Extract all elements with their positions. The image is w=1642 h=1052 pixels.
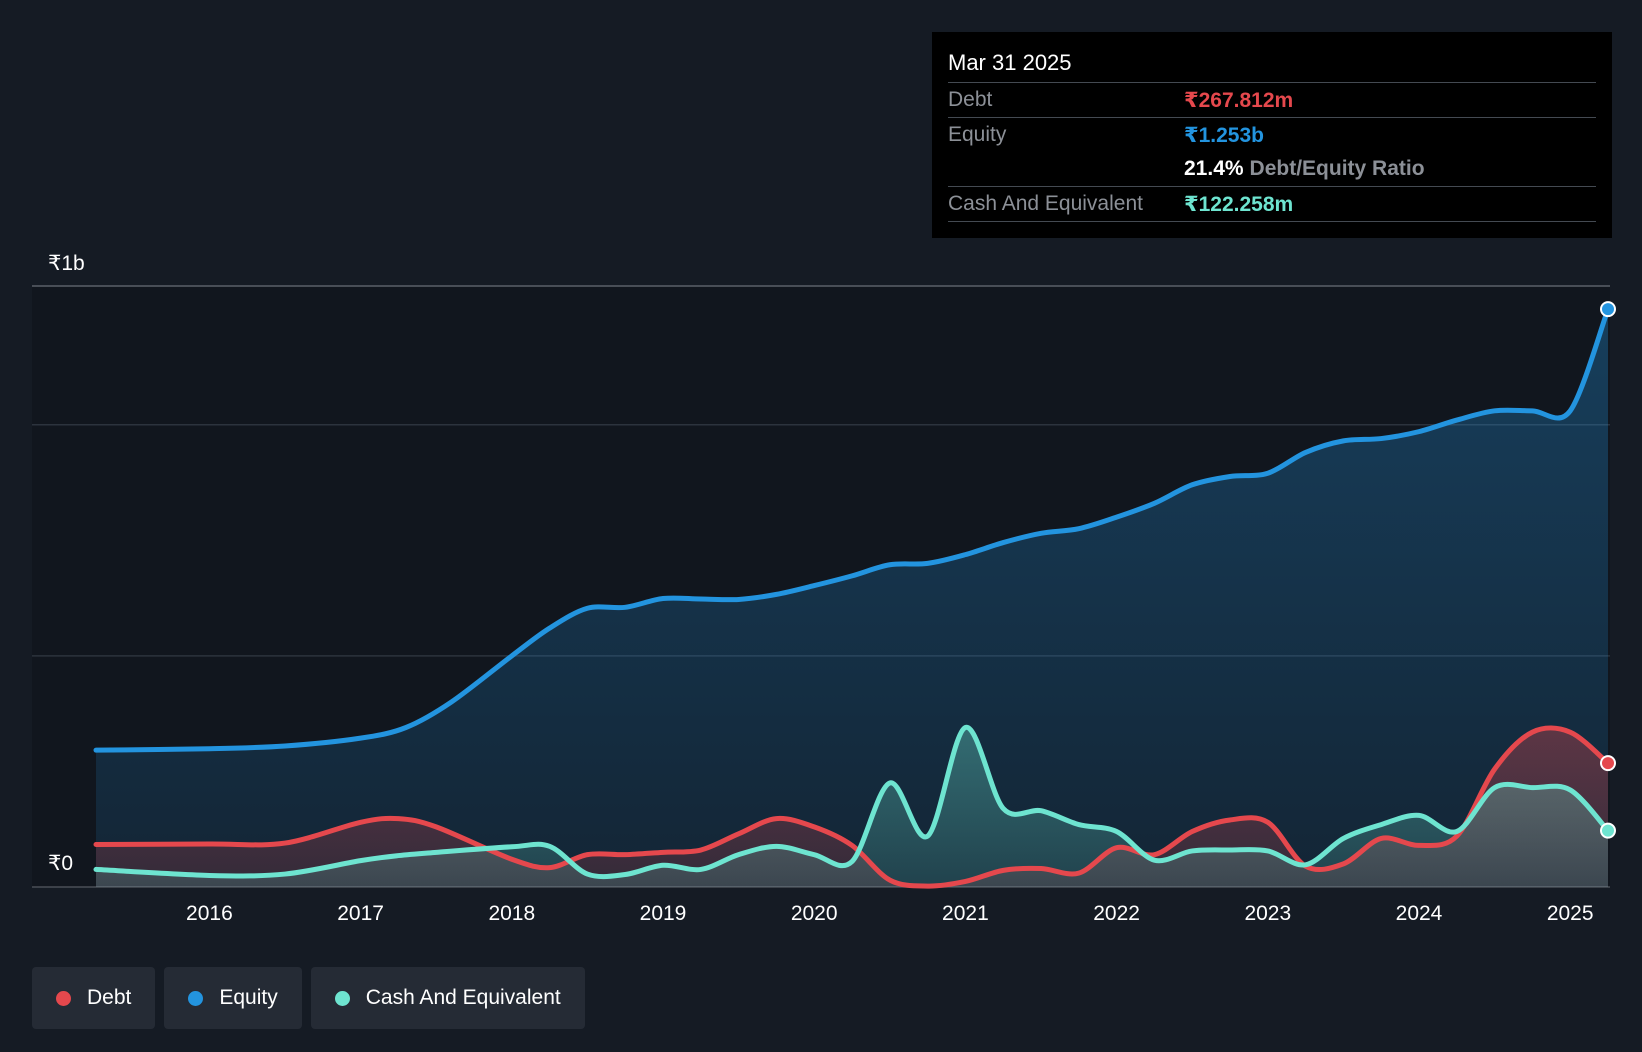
x-tick-label: 2017 — [337, 902, 384, 925]
chart-legend: Debt Equity Cash And Equivalent — [32, 967, 585, 1029]
tooltip-equity-row: Equity ₹1.253b — [948, 117, 1596, 152]
x-tick-label: 2019 — [640, 902, 687, 925]
cash-and-equivalent-line — [93, 725, 1611, 880]
tooltip-ratio-value: 21.4% — [1184, 157, 1244, 180]
x-tick-label: 2023 — [1244, 902, 1291, 925]
tooltip-equity-value: ₹1.253b — [1184, 123, 1264, 147]
tooltip-ratio-row: 21.4% Debt/Equity Ratio — [948, 152, 1596, 186]
legend-item-cash[interactable]: Cash And Equivalent — [310, 967, 585, 1029]
equity-end-marker[interactable] — [1600, 301, 1616, 318]
equity-area — [96, 309, 1608, 888]
legend-item-equity[interactable]: Equity — [164, 967, 302, 1029]
debt-end-marker[interactable] — [1600, 755, 1616, 772]
legend-dot-equity-icon — [188, 990, 204, 1006]
y-axis-zero-label: ₹0 — [48, 852, 73, 875]
equity-line — [93, 306, 1611, 753]
legend-label-equity: Equity — [219, 986, 278, 1009]
debt-line — [93, 725, 1611, 889]
tooltip-equity-label: Equity — [948, 123, 1007, 146]
tooltip-cash-label: Cash And Equivalent — [948, 192, 1143, 215]
x-tick-label: 2018 — [488, 902, 535, 925]
data-tooltip: Mar 31 2025 Debt ₹267.812m Equity ₹1.253… — [932, 32, 1612, 238]
x-tick-label: 2022 — [1093, 902, 1140, 925]
tooltip-debt-row: Debt ₹267.812m — [948, 82, 1596, 117]
tooltip-ratio-label: Debt/Equity Ratio — [1249, 157, 1425, 180]
x-tick-label: 2025 — [1547, 902, 1594, 925]
legend-dot-cash-icon — [334, 990, 350, 1006]
tooltip-debt-label: Debt — [948, 88, 993, 111]
x-tick-label: 2020 — [791, 902, 838, 925]
legend-item-debt[interactable]: Debt — [32, 967, 156, 1029]
tooltip-cash-value: ₹122.258m — [1184, 192, 1294, 216]
tooltip-debt-value: ₹267.812m — [1184, 88, 1294, 112]
tooltip-date: Mar 31 2025 — [948, 50, 1072, 75]
tooltip-cash-row: Cash And Equivalent ₹122.258m — [948, 186, 1596, 222]
x-tick-label: 2021 — [942, 902, 989, 925]
x-tick-label: 2016 — [186, 902, 233, 925]
cash-and-equivalent-area — [96, 727, 1608, 887]
legend-label-cash: Cash And Equivalent — [365, 986, 561, 1009]
legend-dot-debt-icon — [56, 990, 71, 1006]
x-tick-label: 2024 — [1396, 902, 1443, 925]
cash-and-equivalent-end-marker[interactable] — [1600, 822, 1616, 839]
y-axis-max-label: ₹1b — [48, 252, 85, 275]
legend-label-debt: Debt — [87, 986, 132, 1009]
